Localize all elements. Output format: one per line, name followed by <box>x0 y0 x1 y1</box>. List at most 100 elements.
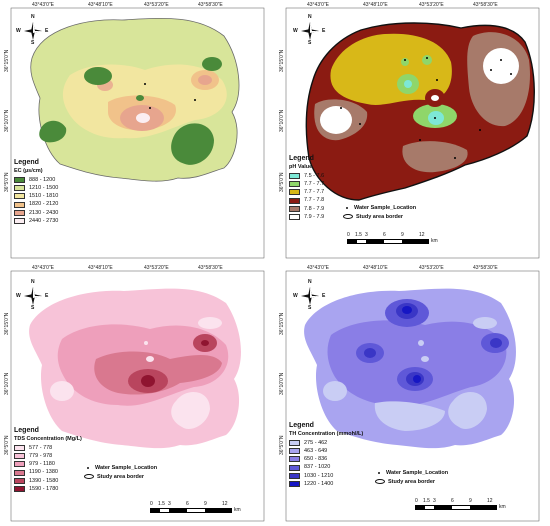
legend-item: 7.7 - 7.7 <box>289 180 324 188</box>
compass-w: W <box>16 293 21 299</box>
legend-title: Legend <box>14 427 39 434</box>
legend-item: 888 - 1200 <box>14 176 58 184</box>
compass-e: E <box>45 28 49 34</box>
th-legend: Legend TH Concentration (mmohl/L) 275 - … <box>289 422 364 488</box>
x-coord-1: 43°43'0"E <box>32 2 54 8</box>
sample-label: Water Sample_Location <box>95 464 158 471</box>
tds-legend: Legend TDS Concentration (Mg/L) 577 - 77… <box>14 427 82 493</box>
map-key: Water Sample_Location Study area border <box>375 468 448 486</box>
y-coord-1: 36°15'0"N <box>279 312 285 335</box>
legend-item: 577 - 778 <box>14 444 82 452</box>
legend-title: Legend <box>14 159 39 166</box>
compass-w: W <box>293 28 298 34</box>
y-coord-3: 36°5'0"N <box>4 435 10 455</box>
scale-bar: 0 1.5 3 6 9 12 km <box>415 498 506 510</box>
x-coord-1: 43°43'0"E <box>307 2 329 8</box>
compass-s: S <box>31 40 35 46</box>
sample-point-icon <box>378 471 380 474</box>
compass-e: E <box>322 293 326 299</box>
y-coord-1: 36°15'0"N <box>4 49 10 72</box>
y-coord-1: 36°15'0"N <box>279 49 285 72</box>
border-icon <box>84 474 94 479</box>
north-arrow-icon: N S W E <box>293 14 326 46</box>
x-coord-4: 43°58'30"E <box>198 2 223 8</box>
sample-point-icon <box>87 466 89 469</box>
legend-item: 979 - 1180 <box>14 460 82 468</box>
border-label: Study area border <box>97 473 145 480</box>
legend-item: 1510 - 1810 <box>14 192 58 200</box>
y-coord-2: 36°10'0"N <box>279 109 285 132</box>
legend-subtitle: pH Value <box>289 163 313 170</box>
north-arrow-icon: N S W E <box>16 14 49 46</box>
legend-item: 779 - 978 <box>14 452 82 460</box>
legend-item: 1210 - 1500 <box>14 184 58 192</box>
legend-item: 1590 - 1780 <box>14 485 82 493</box>
legend-title: Legend <box>289 422 314 429</box>
compass-e: E <box>322 28 326 34</box>
ec-legend: Legend EC (µs/cm) 888 - 1200 1210 - 1500… <box>14 159 58 225</box>
compass-s: S <box>31 305 35 311</box>
sample-label: Water Sample_Location <box>354 204 417 211</box>
y-coord-1: 36°15'0"N <box>4 312 10 335</box>
scale-bar: 0 1.5 3 6 9 12 km <box>150 501 241 513</box>
y-coord-3: 36°5'0"N <box>279 435 285 455</box>
x-coord-4: 43°58'30"E <box>473 265 498 271</box>
legend-item: 7.7 - 7.7 <box>289 188 324 196</box>
x-coord-2: 43°48'10"E <box>363 2 388 8</box>
x-coord-3: 43°53'20"E <box>419 265 444 271</box>
legend-item: 1220 - 1400 <box>289 480 363 488</box>
compass-e: E <box>45 293 49 299</box>
legend-subtitle: EC (µs/cm) <box>14 167 43 174</box>
x-coord-3: 43°53'20"E <box>419 2 444 8</box>
north-arrow-icon: N S W E <box>293 279 326 311</box>
compass-s: S <box>308 40 312 46</box>
legend-item: 1390 - 1580 <box>14 477 82 485</box>
th-map <box>285 270 540 522</box>
legend-item: 1190 - 1380 <box>14 469 82 477</box>
compass-w: W <box>293 293 298 299</box>
scale-bar: 0 1.5 3 6 9 12 km <box>347 232 438 244</box>
legend-item: 1820 - 2120 <box>14 201 58 209</box>
legend-item: 2130 - 2430 <box>14 209 58 217</box>
x-coord-2: 43°48'10"E <box>88 265 113 271</box>
y-coord-3: 36°5'0"N <box>4 172 10 192</box>
compass-n: N <box>308 279 312 285</box>
ph-map <box>285 7 540 259</box>
legend-item: 1030 - 1210 <box>289 472 363 480</box>
north-arrow-icon: N S W E <box>16 279 49 311</box>
compass-n: N <box>31 14 35 20</box>
ph-map-panel: N S W E 43°43'0"E 43°48'10"E 43°53'20"E … <box>275 0 550 263</box>
ph-legend: Legend pH Value 7.5 - 7.6 7.7 - 7.7 7.7 … <box>289 155 324 221</box>
x-coord-1: 43°43'0"E <box>307 265 329 271</box>
legend-subtitle: TDS Concentration (Mg/L) <box>14 435 82 442</box>
legend-item: 275 - 462 <box>289 439 363 447</box>
border-icon <box>375 479 385 484</box>
x-coord-4: 43°58'30"E <box>473 2 498 8</box>
compass-n: N <box>308 14 312 20</box>
x-coord-2: 43°48'10"E <box>88 2 113 8</box>
compass-n: N <box>31 279 35 285</box>
legend-item: 7.8 - 7.9 <box>289 205 324 213</box>
map-key: Water Sample_Location Study area border <box>343 203 416 221</box>
border-icon <box>343 214 353 219</box>
y-coord-2: 36°10'0"N <box>4 372 10 395</box>
border-label: Study area border <box>356 213 404 220</box>
legend-item: 7.9 - 7.9 <box>289 213 324 221</box>
legend-subtitle: TH Concentration (mmohl/L) <box>289 430 364 437</box>
y-coord-2: 36°10'0"N <box>279 372 285 395</box>
y-coord-3: 36°5'0"N <box>279 172 285 192</box>
legend-item: 2440 - 2730 <box>14 217 58 225</box>
compass-w: W <box>16 28 21 34</box>
ec-map-panel: N S W E 43°43'0"E 43°48'10"E 43°53'20"E … <box>0 0 275 263</box>
legend-item: 650 - 836 <box>289 455 363 463</box>
tds-map-panel: N S W E 43°43'0"E 43°48'10"E 43°53'20"E … <box>0 263 275 526</box>
x-coord-3: 43°53'20"E <box>144 2 169 8</box>
legend-item: 7.7 - 7.8 <box>289 197 324 205</box>
legend-item: 7.5 - 7.6 <box>289 172 324 180</box>
x-coord-2: 43°48'10"E <box>363 265 388 271</box>
sample-label: Water Sample_Location <box>386 469 449 476</box>
compass-s: S <box>308 305 312 311</box>
x-coord-3: 43°53'20"E <box>144 265 169 271</box>
x-coord-1: 43°43'0"E <box>32 265 54 271</box>
legend-item: 837 - 1020 <box>289 464 363 472</box>
